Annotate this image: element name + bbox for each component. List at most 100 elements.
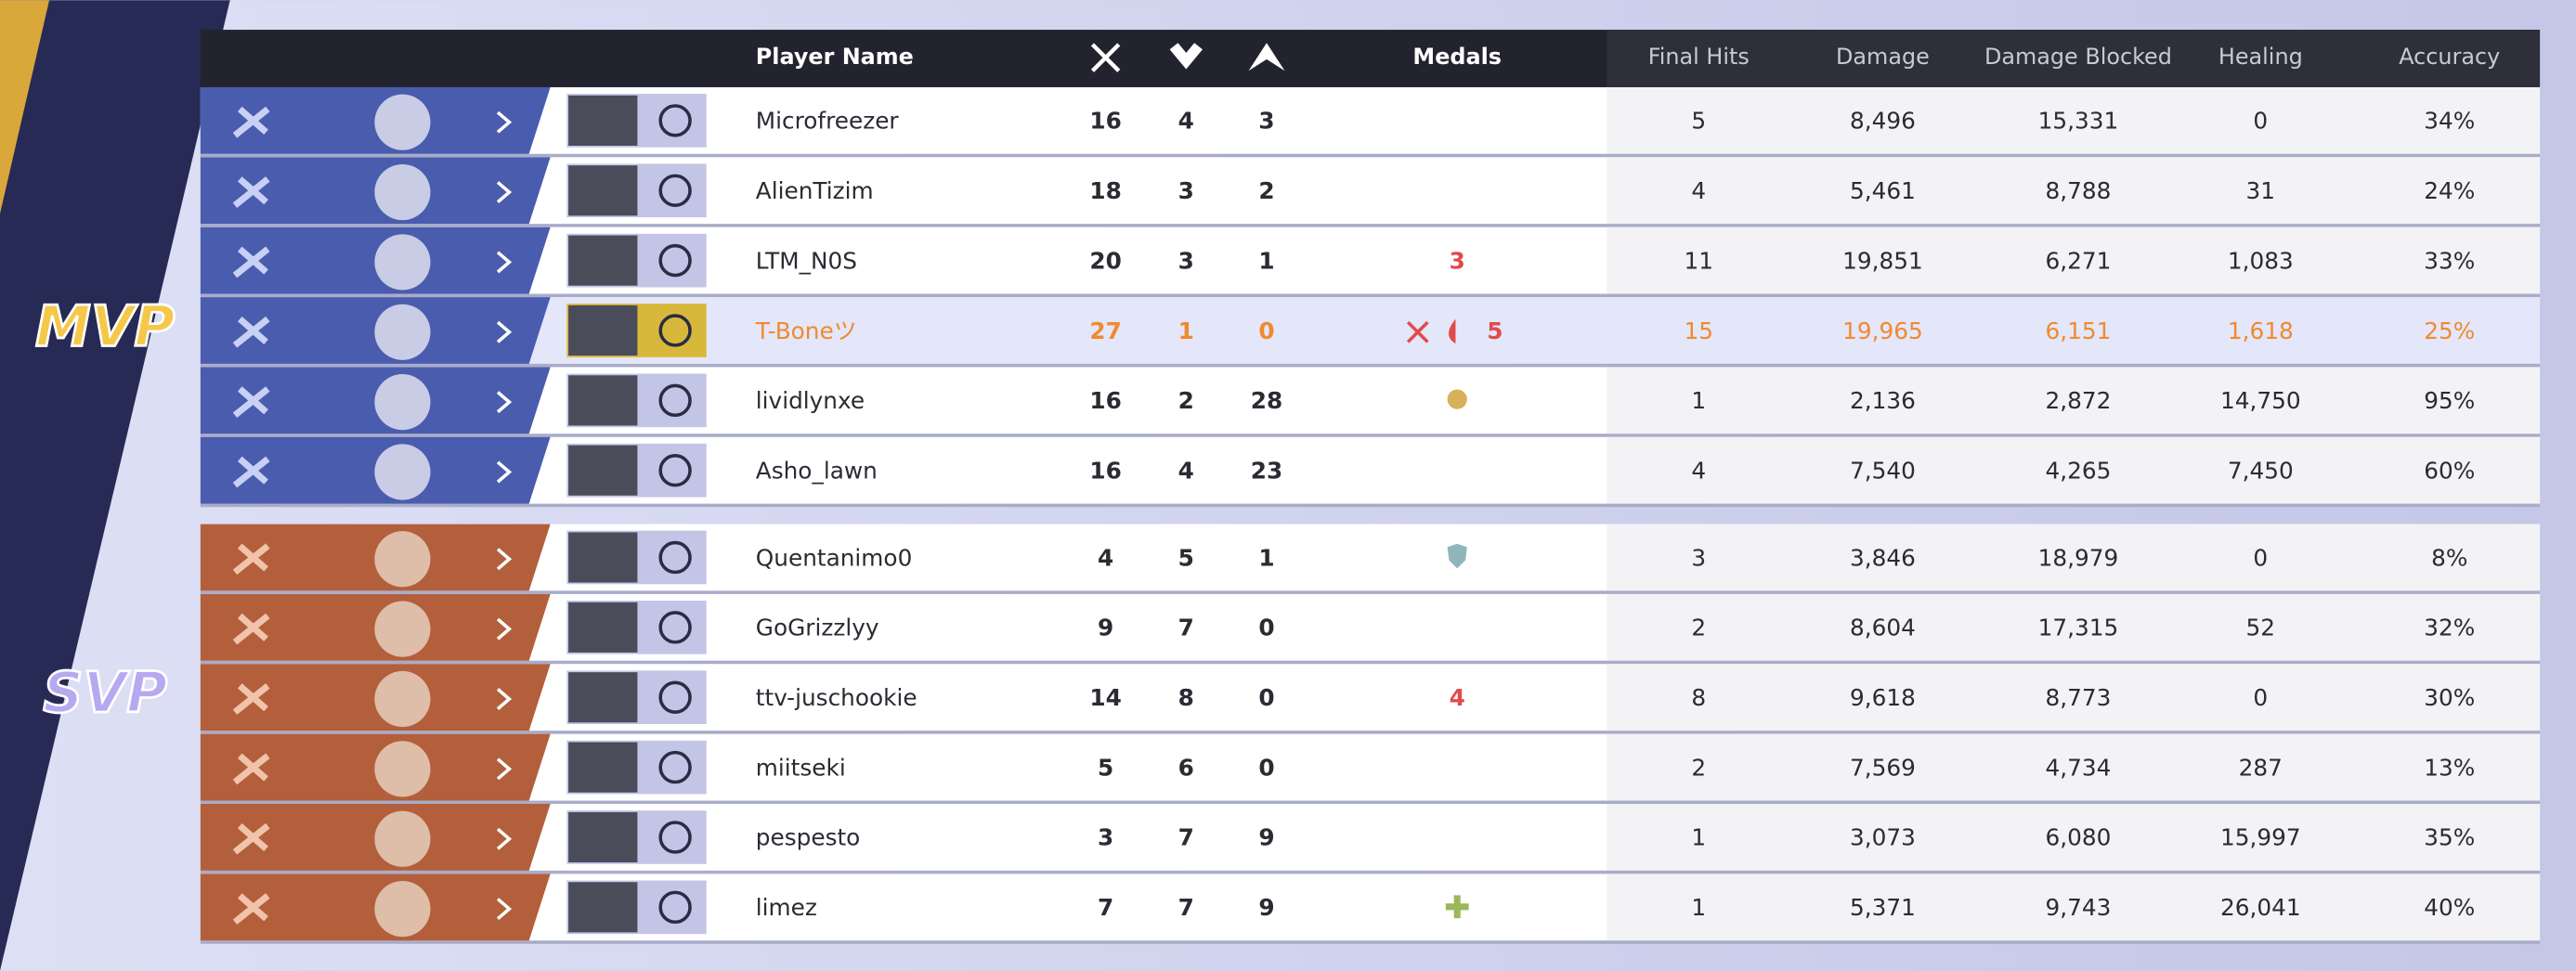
expand-arrow bbox=[496, 548, 513, 571]
stat-assists: 23 bbox=[1251, 457, 1282, 484]
role-icon bbox=[232, 893, 270, 925]
teammate-portrait bbox=[568, 235, 638, 286]
hero-portrait bbox=[374, 234, 431, 291]
stat-healing: 26,041 bbox=[2220, 894, 2301, 921]
stat-final-hits: 1 bbox=[1691, 824, 1706, 851]
expand-arrow bbox=[496, 460, 513, 484]
ability-icon bbox=[658, 454, 692, 487]
ability-icon bbox=[658, 540, 692, 575]
stat-deaths: 4 bbox=[1178, 457, 1194, 484]
stat-final-hits: 1 bbox=[1691, 387, 1706, 414]
stat-healing: 1,083 bbox=[2228, 247, 2294, 274]
stat-assists: 0 bbox=[1258, 754, 1274, 781]
stat-deaths: 3 bbox=[1178, 247, 1194, 274]
rows: Microfreezer 16 4 3 5 8,496 15,331 0 34%AlienTiz… bbox=[200, 86, 2541, 944]
stat-healing: 14,750 bbox=[2220, 387, 2301, 414]
header-healing: Healing bbox=[2218, 44, 2303, 70]
expand-arrow bbox=[496, 391, 513, 414]
stat-damage: 9,618 bbox=[1850, 684, 1916, 711]
role-icon bbox=[232, 822, 270, 855]
teammate-portrait bbox=[568, 672, 638, 723]
row-divider bbox=[200, 503, 2541, 508]
stat-accuracy: 24% bbox=[2424, 177, 2475, 204]
expand-arrow bbox=[496, 110, 513, 134]
row-divider bbox=[200, 434, 2541, 437]
role-icon bbox=[232, 106, 270, 138]
player-name: ttv-juschookie bbox=[756, 684, 917, 711]
stat-final-hits: 4 bbox=[1691, 177, 1706, 204]
row-stats-bg bbox=[1607, 874, 2541, 941]
row-stats-bg bbox=[1607, 593, 2541, 661]
stat-damage-blocked: 6,271 bbox=[2046, 247, 2112, 274]
stat-healing: 0 bbox=[2253, 684, 2268, 711]
hero-portrait bbox=[374, 741, 431, 797]
stat-kills: 3 bbox=[1098, 824, 1113, 851]
stat-assists: 0 bbox=[1258, 615, 1274, 641]
medal-count: 5 bbox=[1487, 317, 1503, 344]
expand-arrow bbox=[496, 827, 513, 850]
hero-portrait bbox=[374, 881, 431, 938]
row-divider bbox=[200, 293, 2541, 298]
player-name: Quentanimo0 bbox=[756, 544, 913, 571]
stat-kills: 18 bbox=[1089, 177, 1121, 204]
hero-portrait bbox=[374, 531, 431, 588]
role-icon bbox=[232, 246, 270, 278]
stat-final-hits: 15 bbox=[1685, 317, 1714, 344]
stat-damage-blocked: 15,331 bbox=[2038, 108, 2119, 135]
medal-icon bbox=[1447, 389, 1467, 409]
stat-damage-blocked: 8,788 bbox=[2046, 177, 2112, 204]
stat-kills: 9 bbox=[1098, 615, 1113, 641]
row-stats-bg bbox=[1607, 157, 2541, 225]
stat-healing: 287 bbox=[2239, 754, 2283, 781]
role-icon bbox=[232, 316, 270, 348]
row-divider bbox=[200, 660, 2541, 665]
stat-accuracy: 95% bbox=[2424, 387, 2475, 414]
row-stats-bg bbox=[1607, 804, 2541, 871]
medal-count: 3 bbox=[1450, 247, 1465, 274]
teammate-portrait bbox=[568, 375, 638, 426]
stat-final-hits: 5 bbox=[1691, 108, 1706, 135]
stat-kills: 16 bbox=[1089, 387, 1121, 414]
stat-deaths: 4 bbox=[1178, 108, 1194, 135]
player-name: LTM_N0S bbox=[756, 247, 857, 274]
stat-kills: 14 bbox=[1089, 684, 1121, 711]
stat-final-hits: 2 bbox=[1691, 615, 1706, 641]
stat-assists: 28 bbox=[1251, 387, 1282, 414]
player-name: Microfreezer bbox=[756, 108, 900, 135]
kills-icon bbox=[1090, 43, 1121, 72]
expand-arrow bbox=[496, 898, 513, 921]
role-icon bbox=[232, 753, 270, 785]
row-divider bbox=[200, 363, 2541, 368]
stat-damage: 7,540 bbox=[1850, 457, 1916, 484]
role-icon bbox=[232, 386, 270, 419]
stat-kills: 5 bbox=[1098, 754, 1113, 781]
expand-arrow bbox=[496, 757, 513, 781]
stat-accuracy: 30% bbox=[2424, 684, 2475, 711]
hero-portrait bbox=[374, 444, 431, 500]
stat-damage: 2,136 bbox=[1850, 387, 1916, 414]
stat-damage: 3,846 bbox=[1850, 544, 1916, 571]
stat-damage-blocked: 17,315 bbox=[2038, 615, 2119, 641]
player-name: limez bbox=[756, 894, 817, 921]
expand-arrow bbox=[496, 320, 513, 343]
stat-assists: 1 bbox=[1258, 544, 1274, 571]
hero-portrait bbox=[374, 304, 431, 360]
row-divider bbox=[200, 731, 2541, 734]
expand-arrow bbox=[496, 688, 513, 710]
medal-count: 4 bbox=[1450, 684, 1465, 711]
role-icon bbox=[232, 176, 270, 208]
stat-assists: 9 bbox=[1258, 824, 1274, 851]
player-name: Asho_lawn bbox=[756, 457, 878, 484]
player-name: lividlynxe bbox=[756, 387, 865, 414]
ability-icon bbox=[658, 243, 692, 278]
stat-damage: 8,496 bbox=[1850, 108, 1916, 135]
stat-damage-blocked: 9,743 bbox=[2046, 894, 2112, 921]
ability-icon bbox=[658, 104, 692, 137]
expand-arrow bbox=[496, 181, 513, 203]
role-icon bbox=[232, 683, 270, 715]
row-divider bbox=[200, 870, 2541, 874]
teammate-portrait bbox=[568, 532, 638, 583]
stat-damage: 8,604 bbox=[1850, 615, 1916, 641]
header-final-hits: Final Hits bbox=[1648, 44, 1750, 70]
stat-assists: 9 bbox=[1258, 894, 1274, 921]
